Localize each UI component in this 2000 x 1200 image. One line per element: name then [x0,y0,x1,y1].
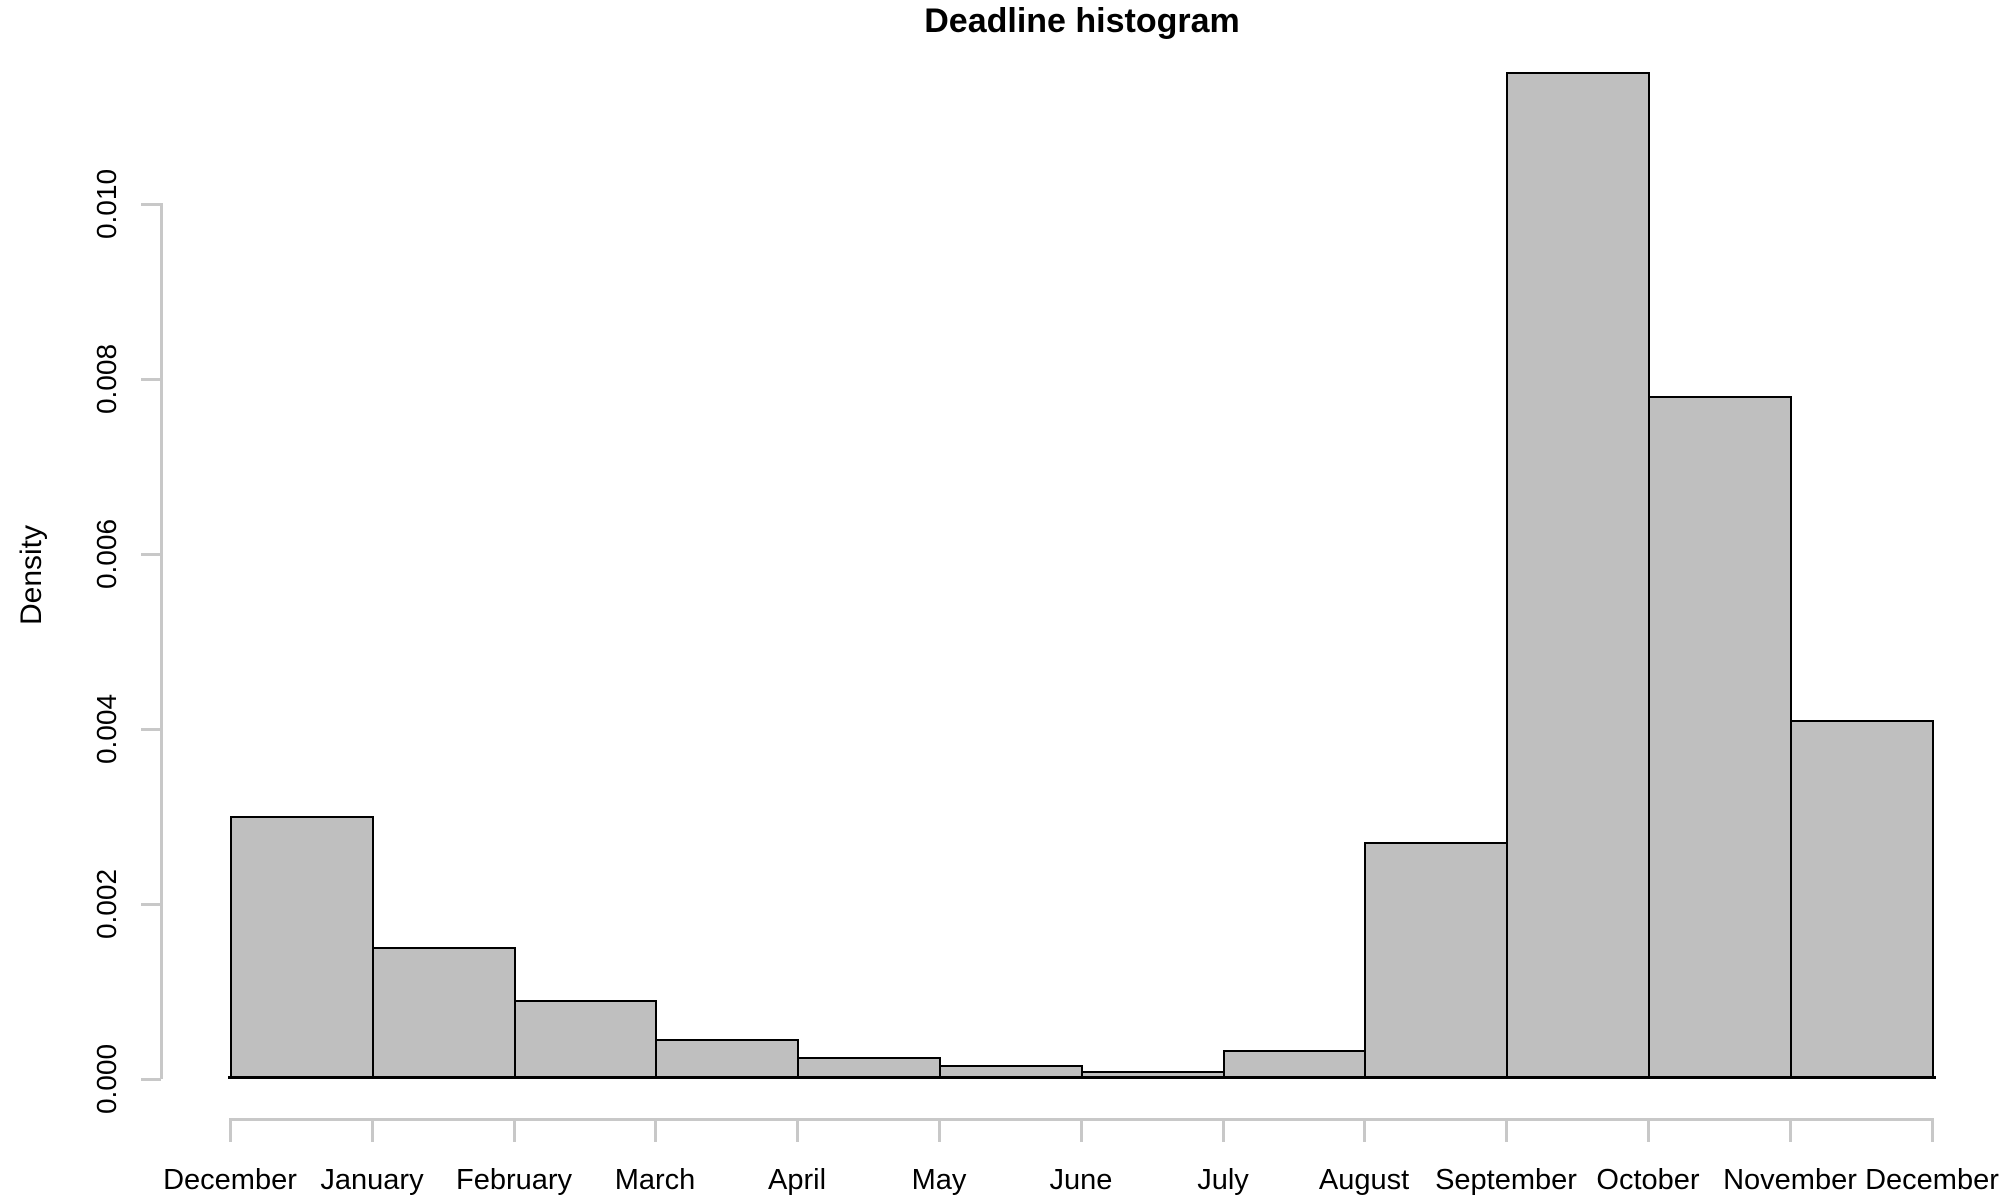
histogram-bar-december-january [230,816,374,1079]
y-axis-tick [141,378,161,381]
y-tick-label: 0.006 [91,518,122,590]
y-axis-line [160,203,163,1079]
y-axis-title: Density [15,524,48,626]
x-tick-label: October [1596,1164,1700,1196]
x-tick-label: December [1865,1164,1999,1196]
x-tick-label: April [767,1164,827,1196]
y-tick-label: 0.004 [91,693,122,765]
x-axis-tick [229,1118,232,1142]
x-axis-tick [371,1118,374,1142]
y-axis-tick [141,728,161,731]
x-axis-tick [1080,1118,1083,1142]
x-tick-label: December [163,1164,297,1196]
x-axis-tick [1789,1118,1792,1142]
x-axis-tick [938,1118,941,1142]
x-axis-tick [796,1118,799,1142]
y-axis-tick [141,203,161,206]
x-tick-label: January [320,1164,424,1196]
histogram-bar-march-april [655,1039,799,1079]
chart-title: Deadline histogram [924,2,1240,40]
histogram-bar-january-february [372,947,516,1079]
x-tick-label: March [614,1164,696,1196]
x-axis-tick [1931,1118,1934,1142]
y-tick-label: 0.010 [91,168,122,240]
y-axis-tick [141,1078,161,1081]
y-axis-tick [141,903,161,906]
x-tick-label: August [1318,1164,1410,1196]
histogram-bar-july-august [1223,1050,1366,1079]
y-tick-label: 0.008 [91,343,122,415]
y-tick-label: 0.002 [91,868,122,940]
histogram-bar-february-march [514,1000,657,1079]
y-axis-tick [141,553,161,556]
x-axis-tick [1505,1118,1508,1142]
x-axis-tick [1363,1118,1366,1142]
histogram-bar-november-december [1790,720,1934,1079]
histogram-bar-september-october [1506,72,1650,1079]
x-tick-label: May [911,1164,967,1196]
x-axis-tick [654,1118,657,1142]
x-tick-label: February [455,1164,573,1196]
x-axis-tick [1647,1118,1650,1142]
x-baseline [228,1076,1936,1079]
x-tick-label: September [1435,1164,1577,1196]
x-tick-label: November [1723,1164,1857,1196]
y-tick-label: 0.000 [91,1043,122,1115]
x-axis-tick [1222,1118,1225,1142]
x-tick-label: June [1049,1164,1113,1196]
histogram-bar-august-september [1364,842,1508,1079]
histogram-bar-october-november [1648,396,1792,1079]
x-tick-label: July [1197,1164,1249,1196]
x-axis-tick [513,1118,516,1142]
